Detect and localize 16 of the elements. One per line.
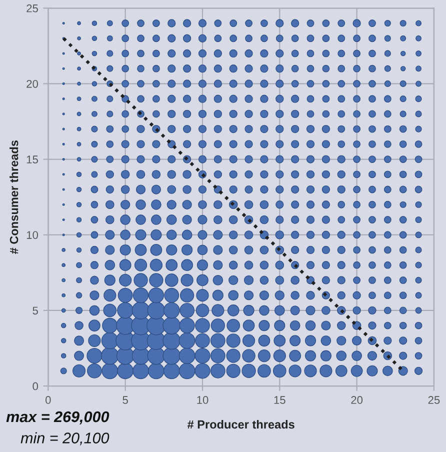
x-tick-label: 5	[122, 396, 128, 404]
x-tick-label: 0	[46, 396, 51, 404]
x-axis-title: # Producer threads	[187, 420, 294, 429]
y-tick-label: 0	[32, 382, 38, 390]
y-tick-label: 25	[26, 4, 38, 12]
y-tick-label: 5	[32, 306, 38, 315]
y-axis-title: # Consumer threads	[10, 140, 18, 254]
x-tick-label: 25	[428, 396, 440, 404]
y-tick-label: 20	[26, 80, 38, 88]
y-tick-label: 15	[26, 156, 38, 164]
x-tick-label: 10	[197, 396, 208, 404]
text: min = 20,100	[20, 432, 110, 446]
y-tick-label: 10	[26, 231, 38, 239]
text: max = 269,000	[6, 411, 110, 424]
x-tick-label: 20	[351, 396, 363, 404]
x-tick-label: 15	[274, 396, 286, 404]
